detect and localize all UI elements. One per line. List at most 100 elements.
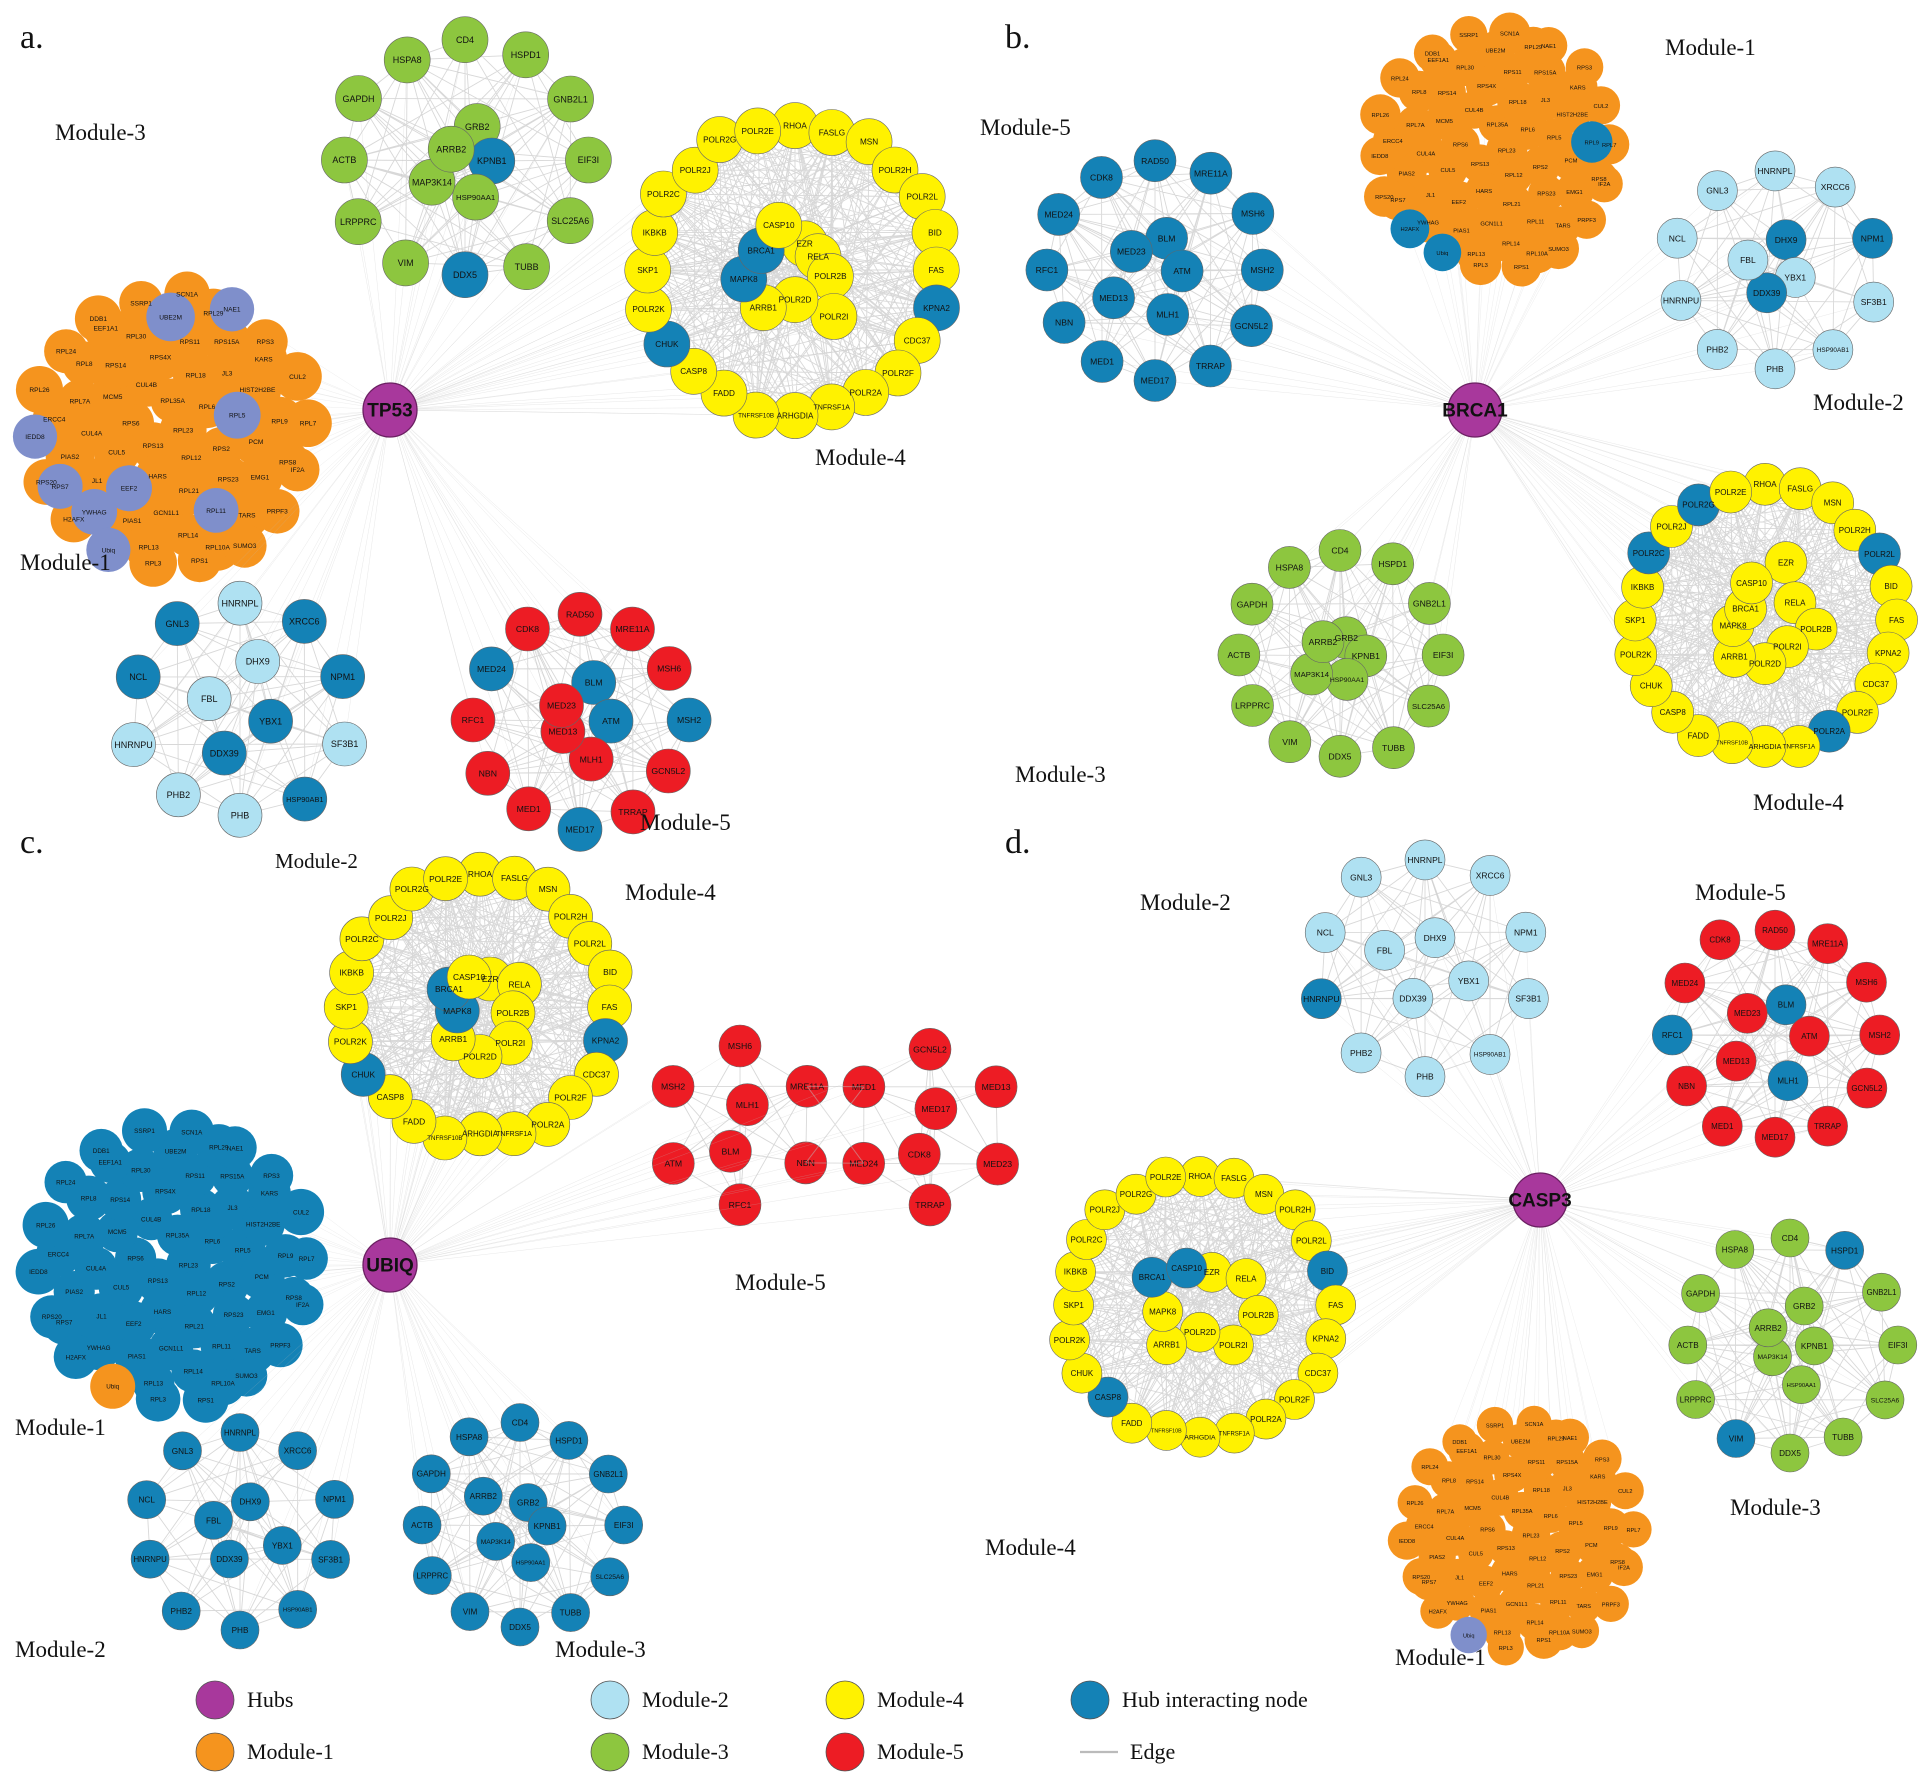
svg-text:CDK8: CDK8 xyxy=(1090,173,1113,183)
svg-text:CDC37: CDC37 xyxy=(904,337,931,346)
svg-text:NCL: NCL xyxy=(139,1496,156,1505)
svg-text:RPL6: RPL6 xyxy=(1544,1514,1558,1520)
svg-text:SF3B1: SF3B1 xyxy=(1515,994,1541,1004)
svg-text:RPL24: RPL24 xyxy=(1391,76,1410,82)
svg-text:RPL8: RPL8 xyxy=(1442,1478,1456,1484)
svg-text:RPS15A: RPS15A xyxy=(1534,70,1556,76)
svg-text:SCN1A: SCN1A xyxy=(176,292,199,299)
svg-text:Hub interacting node: Hub interacting node xyxy=(1122,1687,1308,1712)
svg-text:TNFRSF10B: TNFRSF10B xyxy=(427,1135,462,1142)
svg-text:ARRB2: ARRB2 xyxy=(1754,1324,1782,1333)
svg-text:PCM: PCM xyxy=(249,439,264,446)
svg-text:PHB: PHB xyxy=(1416,1072,1434,1082)
svg-text:CDK8: CDK8 xyxy=(908,1149,931,1159)
svg-text:RPL29: RPL29 xyxy=(1524,45,1542,51)
svg-text:RPL10A: RPL10A xyxy=(211,1380,235,1387)
svg-text:CUL4A: CUL4A xyxy=(86,1266,107,1273)
svg-text:MED24: MED24 xyxy=(477,664,506,674)
svg-text:EEF1A1: EEF1A1 xyxy=(1428,58,1450,64)
svg-text:POLR2J: POLR2J xyxy=(1656,522,1686,531)
svg-text:YWHAG: YWHAG xyxy=(82,509,107,516)
svg-text:EEF2: EEF2 xyxy=(121,486,138,493)
svg-text:LRPPRC: LRPPRC xyxy=(340,217,377,227)
svg-text:LRPPRC: LRPPRC xyxy=(417,1571,449,1580)
svg-text:GCN1L1: GCN1L1 xyxy=(1506,1602,1528,1608)
svg-text:MED23: MED23 xyxy=(983,1159,1012,1169)
svg-text:a.: a. xyxy=(20,19,44,56)
svg-text:MSN: MSN xyxy=(539,884,558,894)
svg-text:YBX1: YBX1 xyxy=(272,1541,293,1550)
svg-text:HSPA8: HSPA8 xyxy=(1722,1246,1749,1255)
svg-text:ARRB2: ARRB2 xyxy=(436,144,466,154)
svg-text:HSP90AA1: HSP90AA1 xyxy=(516,1561,545,1567)
svg-text:JL1: JL1 xyxy=(1455,1575,1464,1581)
svg-text:CHUK: CHUK xyxy=(1640,682,1663,691)
svg-text:FASLG: FASLG xyxy=(819,128,845,137)
svg-text:YBX1: YBX1 xyxy=(1784,273,1806,283)
svg-text:TNFRSF1A: TNFRSF1A xyxy=(1219,1431,1250,1437)
svg-text:HIST2H2BE: HIST2H2BE xyxy=(1557,113,1589,119)
svg-text:RHOA: RHOA xyxy=(1188,1172,1212,1181)
svg-text:RPL21: RPL21 xyxy=(1503,202,1521,208)
svg-text:GRB2: GRB2 xyxy=(1793,1302,1816,1311)
svg-text:CD4: CD4 xyxy=(512,1419,529,1428)
svg-text:CUL2: CUL2 xyxy=(293,1209,310,1216)
svg-text:PRPF3: PRPF3 xyxy=(1577,218,1596,224)
svg-text:POLR2I: POLR2I xyxy=(495,1038,525,1048)
svg-text:POLR2D: POLR2D xyxy=(1749,660,1781,669)
svg-text:VIM: VIM xyxy=(398,258,414,268)
svg-text:RPS11: RPS11 xyxy=(1528,1460,1545,1466)
svg-text:MAP3K14: MAP3K14 xyxy=(1294,670,1330,679)
svg-text:RPL13: RPL13 xyxy=(144,1381,164,1388)
svg-text:MSH6: MSH6 xyxy=(1855,978,1878,987)
svg-text:POLR2E: POLR2E xyxy=(742,127,775,136)
svg-text:DDB1: DDB1 xyxy=(90,316,108,323)
svg-text:FBL: FBL xyxy=(201,694,218,704)
svg-text:DDB1: DDB1 xyxy=(1425,52,1440,58)
svg-text:ACTB: ACTB xyxy=(332,155,356,165)
svg-text:SUMO3: SUMO3 xyxy=(1548,247,1569,253)
svg-text:IKBKB: IKBKB xyxy=(1064,1268,1088,1277)
svg-text:FAS: FAS xyxy=(1889,616,1904,625)
svg-text:POLR2L: POLR2L xyxy=(1864,550,1895,559)
svg-text:ARRB1: ARRB1 xyxy=(439,1034,467,1044)
svg-text:Module-1: Module-1 xyxy=(15,1415,106,1440)
svg-text:CUL4B: CUL4B xyxy=(141,1217,161,1224)
svg-text:TUBB: TUBB xyxy=(515,262,539,272)
svg-text:HSPA8: HSPA8 xyxy=(393,55,422,65)
svg-text:RPS7: RPS7 xyxy=(1422,1580,1437,1586)
svg-text:Module-5: Module-5 xyxy=(735,1270,826,1295)
svg-text:Module-4: Module-4 xyxy=(877,1687,964,1712)
svg-text:GNL3: GNL3 xyxy=(172,1447,194,1456)
svg-text:RHOA: RHOA xyxy=(783,122,807,131)
svg-text:MRE11A: MRE11A xyxy=(1812,940,1844,949)
svg-text:MLH1: MLH1 xyxy=(1156,310,1179,320)
svg-text:ATM: ATM xyxy=(1173,266,1191,276)
svg-text:SCN1A: SCN1A xyxy=(1525,1422,1544,1428)
svg-text:DDX5: DDX5 xyxy=(453,270,477,280)
svg-text:PIAS1: PIAS1 xyxy=(123,518,142,525)
svg-text:CD4: CD4 xyxy=(456,35,474,45)
svg-text:CUL2: CUL2 xyxy=(1618,1489,1632,1495)
svg-text:RPL26: RPL26 xyxy=(36,1222,56,1229)
svg-text:NPM1: NPM1 xyxy=(1861,233,1885,243)
svg-text:MSN: MSN xyxy=(860,138,878,147)
svg-text:HSPD1: HSPD1 xyxy=(1831,1246,1859,1255)
svg-text:RPL10A: RPL10A xyxy=(1526,252,1548,258)
svg-text:PHB2: PHB2 xyxy=(171,1607,193,1616)
svg-text:ERCC4: ERCC4 xyxy=(43,417,66,424)
svg-text:RPL35A: RPL35A xyxy=(160,398,185,405)
svg-text:RPL11: RPL11 xyxy=(1550,1600,1567,1606)
svg-text:PIAS1: PIAS1 xyxy=(128,1354,146,1361)
svg-text:RHOA: RHOA xyxy=(468,869,493,879)
svg-text:HSP90AB1: HSP90AB1 xyxy=(283,1608,312,1614)
svg-text:POLR2E: POLR2E xyxy=(1715,488,1747,497)
svg-text:POLR2C: POLR2C xyxy=(1633,549,1665,558)
svg-text:PIAS1: PIAS1 xyxy=(1453,228,1469,234)
svg-text:HSP90AA1: HSP90AA1 xyxy=(456,193,495,202)
svg-text:SUMO3: SUMO3 xyxy=(235,1373,258,1380)
svg-text:POLR2F: POLR2F xyxy=(554,1093,587,1103)
svg-text:POLR2J: POLR2J xyxy=(1090,1206,1120,1215)
svg-text:RPL11: RPL11 xyxy=(1527,219,1544,225)
svg-text:BID: BID xyxy=(1321,1267,1335,1276)
